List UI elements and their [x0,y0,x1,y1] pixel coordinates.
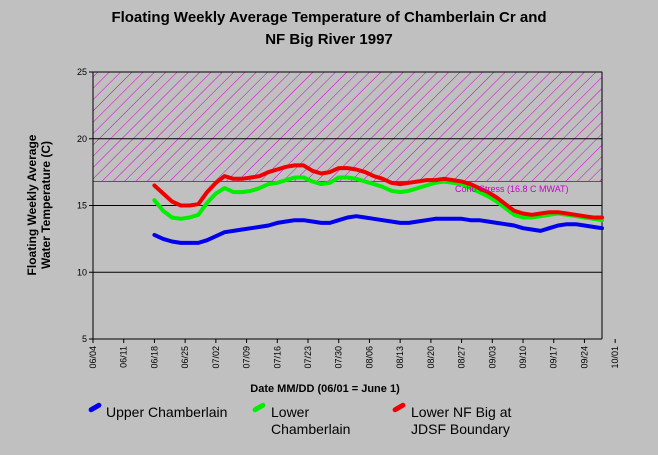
y-tick-label: 20 [77,134,87,144]
x-tick-label: 09/03 [487,346,497,369]
series-line-lower-nf-big-at-jdsf-boundary [152,163,604,220]
y-axis-label-line2: Water Temperature (C) [39,141,53,269]
x-tick-label: 09/17 [549,346,559,369]
legend-label-lower-nf-big: Lower NF Big at JDSF Boundary [411,404,511,438]
legend-text: Lower NF Big at [411,404,512,420]
x-tick-label: 06/04 [88,346,98,369]
x-tick-label: 07/02 [211,346,221,369]
legend-swatch-lower-nf-big [391,401,407,414]
legend-swatch-lower-chamberlain [251,401,267,414]
legend-swatch-upper-chamberlain [87,401,103,414]
x-tick-label: 06/18 [149,346,159,369]
series-line-upper-chamberlain [152,214,604,245]
x-axis-label: Date MM/DD (06/01 = June 1) [250,383,400,395]
legend: Upper Chamberlain Lower Chamberlain Lowe… [0,398,658,448]
legend-text: Upper Chamberlain [106,404,228,420]
y-tick-label: 25 [77,67,87,77]
chart-title-line2: NF Big River 1997 [265,31,393,48]
legend-text-line2: Chamberlain [271,421,351,437]
x-tick-label: 07/23 [303,346,313,369]
x-tick-label: 07/30 [334,346,344,369]
chart-title-line1: Floating Weekly Average Temperature of C… [111,9,547,26]
x-tick-label: 07/09 [242,346,252,369]
y-axis-label-line1: Floating Weekly Average [25,134,39,275]
legend-label-upper-chamberlain: Upper Chamberlain [106,404,227,421]
legend-label-lower-chamberlain: Lower Chamberlain [271,404,350,438]
x-tick-label: 06/25 [180,346,190,369]
legend-text: Lower [271,404,310,420]
x-tick-label: 10/01 [610,346,620,369]
y-tick-label: 10 [77,267,87,277]
legend-text-line2: JDSF Boundary [411,421,510,437]
x-tick-label: 09/10 [518,346,528,369]
x-tick-label: 08/06 [364,346,374,369]
y-tick-label: 15 [77,201,87,211]
x-tick-label: 08/20 [426,346,436,369]
x-tick-label: 08/27 [457,346,467,369]
y-tick-label: 5 [82,334,87,344]
coho-stress-zone [92,71,603,182]
x-tick-label: 07/16 [272,346,282,369]
x-tick-label: 09/24 [579,346,589,369]
x-tick-label: 06/11 [119,346,129,368]
series-line-lower-chamberlain [152,175,604,223]
x-tick-label: 08/13 [395,346,405,369]
coho-stress-label: Coho Stress (16.8 C MWAT) [455,184,569,194]
